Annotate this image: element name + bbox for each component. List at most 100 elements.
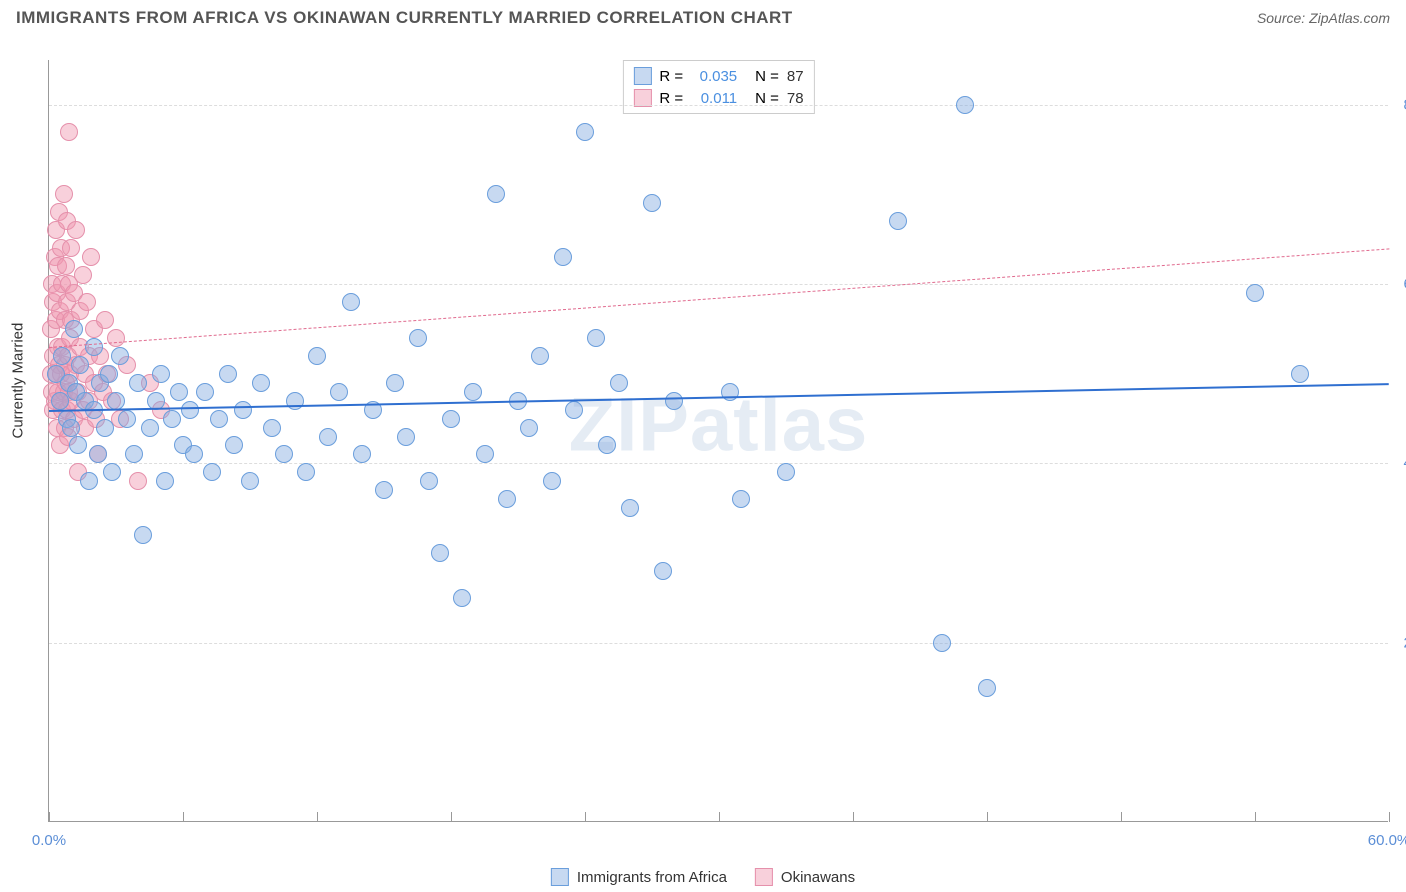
data-point [643,194,661,212]
data-point [107,392,125,410]
data-point [57,257,75,275]
data-point [263,419,281,437]
data-point [732,490,750,508]
data-point [610,374,628,392]
legend-label: Immigrants from Africa [577,869,727,886]
data-point [397,428,415,446]
data-point [163,410,181,428]
trend-line [49,383,1389,412]
stat-n-label: N = [755,68,779,85]
y-tick-label: 40.0% [1394,455,1406,472]
stat-r-value: 0.035 [691,68,737,85]
x-tick [317,812,318,822]
swatch-icon [551,868,569,886]
trend-line [49,248,1389,348]
data-point [129,374,147,392]
gridline [49,105,1388,106]
gridline [49,463,1388,464]
data-point [107,329,125,347]
data-point [74,266,92,284]
data-point [118,410,136,428]
data-point [889,212,907,230]
data-point [487,185,505,203]
data-point [125,445,143,463]
data-point [62,239,80,257]
data-point [654,562,672,580]
data-point [111,347,129,365]
data-point [100,365,118,383]
data-point [134,526,152,544]
data-point [65,320,83,338]
data-point [210,410,228,428]
legend-item-okinawan: Okinawans [755,868,855,886]
data-point [129,472,147,490]
data-point [453,589,471,607]
stats-row: R =0.035N =87 [633,65,803,87]
data-point [219,365,237,383]
gridline [49,643,1388,644]
y-tick-label: 60.0% [1394,276,1406,293]
swatch-icon [633,67,651,85]
data-point [170,383,188,401]
legend-label: Okinawans [781,869,855,886]
gridline [49,284,1388,285]
data-point [777,463,795,481]
data-point [275,445,293,463]
data-point [531,347,549,365]
data-point [431,544,449,562]
data-point [665,392,683,410]
data-point [78,293,96,311]
data-point [978,679,996,697]
x-tick [585,812,586,822]
data-point [141,419,159,437]
data-point [342,293,360,311]
x-tick [49,812,50,822]
chart-title: IMMIGRANTS FROM AFRICA VS OKINAWAN CURRE… [16,8,793,28]
data-point [67,221,85,239]
data-point [933,634,951,652]
data-point [96,311,114,329]
data-point [103,463,121,481]
data-point [55,185,73,203]
data-point [598,436,616,454]
data-point [1246,284,1264,302]
data-point [621,499,639,517]
x-tick [1121,812,1122,822]
data-point [252,374,270,392]
legend-item-africa: Immigrants from Africa [551,868,727,886]
data-point [420,472,438,490]
data-point [520,419,538,437]
data-point [203,463,221,481]
x-tick [1389,812,1390,822]
data-point [386,374,404,392]
data-point [353,445,371,463]
y-axis-label: Currently Married [10,323,27,439]
data-point [71,356,89,374]
legend: Immigrants from Africa Okinawans [551,868,855,886]
data-point [308,347,326,365]
data-point [53,347,71,365]
data-point [60,123,78,141]
data-point [85,338,103,356]
data-point [82,248,100,266]
data-point [375,481,393,499]
data-point [297,463,315,481]
x-tick [987,812,988,822]
data-point [62,419,80,437]
data-point [234,401,252,419]
data-point [565,401,583,419]
data-point [476,445,494,463]
stat-n-value: 87 [787,68,804,85]
data-point [196,383,214,401]
data-point [442,410,460,428]
x-tick [183,812,184,822]
source-attribution: Source: ZipAtlas.com [1257,10,1390,26]
x-tick [719,812,720,822]
scatter-chart: ZIPatlas R =0.035N =87R =0.011N =78 20.0… [48,60,1388,822]
swatch-icon [755,868,773,886]
x-tick [1255,812,1256,822]
data-point [80,472,98,490]
stats-legend: R =0.035N =87R =0.011N =78 [622,60,814,114]
x-tick [451,812,452,822]
data-point [330,383,348,401]
